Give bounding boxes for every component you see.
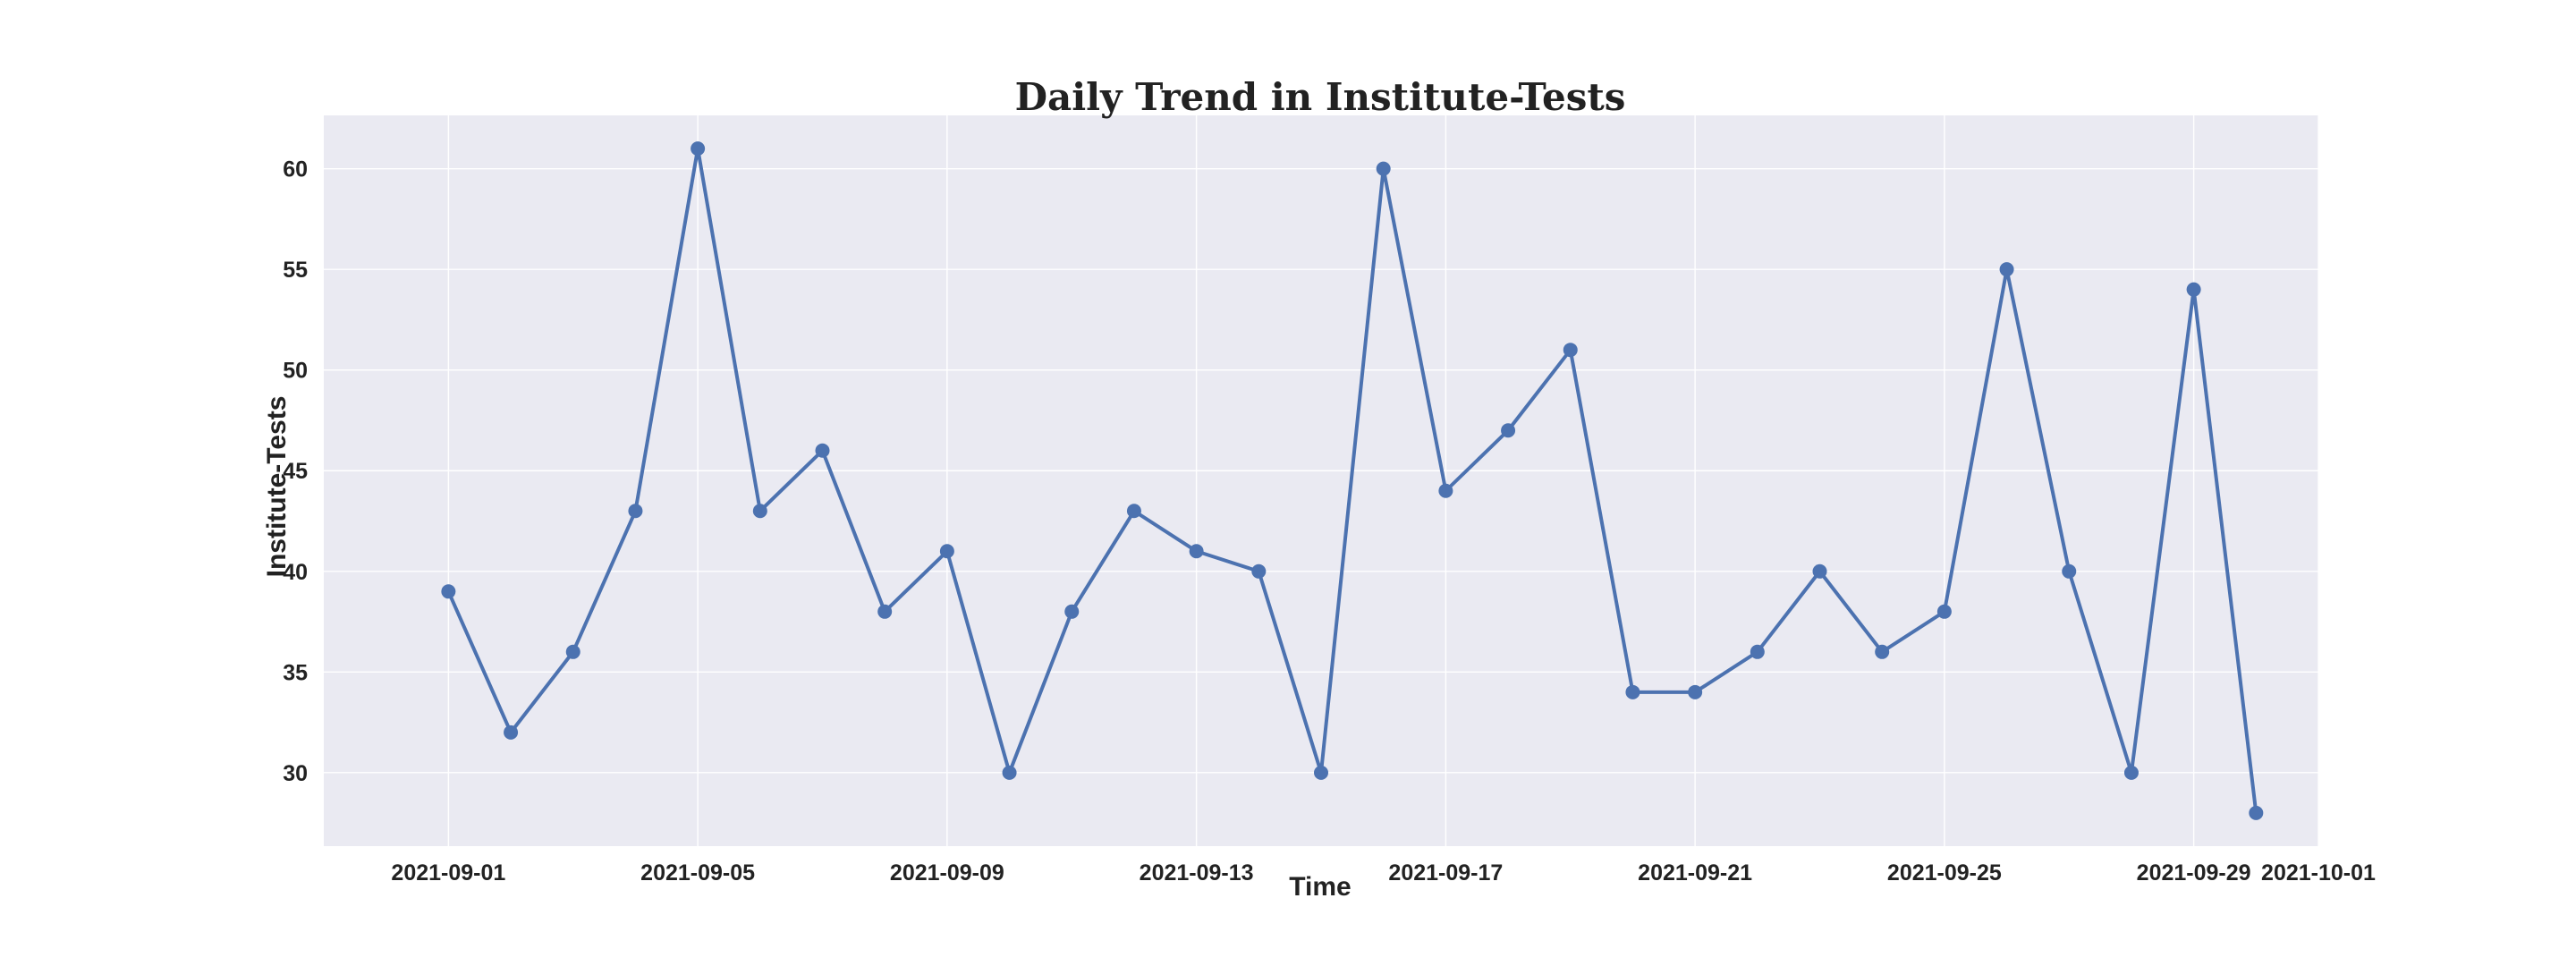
data-point bbox=[815, 443, 830, 458]
data-point bbox=[1126, 504, 1141, 519]
y-tick-label: 50 bbox=[283, 359, 308, 384]
data-point bbox=[1625, 684, 1640, 699]
y-axis-label: Institute-Tests bbox=[262, 396, 292, 578]
x-tick-label: 2021-09-29 bbox=[2137, 860, 2251, 886]
data-point bbox=[1002, 765, 1017, 780]
data-point bbox=[2123, 765, 2139, 780]
x-tick-label: 2021-09-17 bbox=[1388, 860, 1503, 886]
y-tick-label: 35 bbox=[283, 660, 308, 685]
data-point bbox=[1999, 262, 2014, 277]
data-point bbox=[1189, 544, 1204, 559]
data-point bbox=[1314, 765, 1328, 780]
data-point bbox=[1064, 604, 1080, 619]
x-tick-label: 2021-10-01 bbox=[2261, 860, 2376, 886]
data-point bbox=[939, 544, 954, 559]
y-tick-label: 30 bbox=[283, 761, 308, 786]
series-layer bbox=[441, 141, 2264, 820]
x-tick-label: 2021-09-09 bbox=[890, 860, 1004, 886]
data-point bbox=[2186, 282, 2201, 297]
data-point bbox=[1501, 423, 1516, 438]
data-point bbox=[1438, 483, 1453, 498]
data-point bbox=[877, 604, 893, 619]
data-point bbox=[1688, 684, 1703, 699]
data-point bbox=[752, 504, 767, 519]
x-tick-label: 2021-09-01 bbox=[391, 860, 505, 886]
tick-labels: 30 35 40 45 50 55 60 2021-09-01 2021-09-05 2021-0… bbox=[283, 157, 2376, 886]
x-axis-label: Time bbox=[1289, 872, 1351, 902]
data-point bbox=[504, 724, 519, 740]
data-point bbox=[628, 504, 643, 519]
x-tick-label: 2021-09-05 bbox=[640, 860, 755, 886]
x-tick-label: 2021-09-25 bbox=[1887, 860, 2002, 886]
data-point bbox=[691, 141, 706, 157]
data-point bbox=[1251, 564, 1267, 579]
data-point bbox=[1936, 604, 1952, 619]
data-point bbox=[441, 584, 456, 599]
data-point bbox=[1563, 343, 1578, 358]
chart-title: Daily Trend in Institute-Tests bbox=[1015, 75, 1626, 119]
data-point bbox=[565, 644, 580, 659]
y-tick-label: 60 bbox=[283, 157, 308, 182]
y-tick-label: 55 bbox=[283, 258, 308, 283]
data-point bbox=[1875, 644, 1890, 659]
data-point bbox=[1812, 564, 1827, 579]
y-tick-label: 45 bbox=[283, 459, 308, 484]
x-tick-label: 2021-09-21 bbox=[1638, 860, 1752, 886]
series-line bbox=[446, 147, 2258, 814]
grid bbox=[324, 115, 2319, 846]
plot-area bbox=[324, 115, 2318, 846]
data-point bbox=[2249, 805, 2264, 820]
y-tick-label: 40 bbox=[283, 560, 308, 585]
data-point bbox=[1376, 161, 1391, 176]
x-tick-label: 2021-09-13 bbox=[1140, 860, 1254, 886]
data-point bbox=[2062, 564, 2077, 579]
data-point bbox=[1750, 644, 1765, 659]
